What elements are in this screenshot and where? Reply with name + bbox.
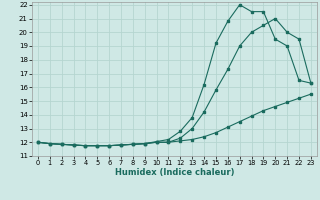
X-axis label: Humidex (Indice chaleur): Humidex (Indice chaleur) (115, 168, 234, 177)
